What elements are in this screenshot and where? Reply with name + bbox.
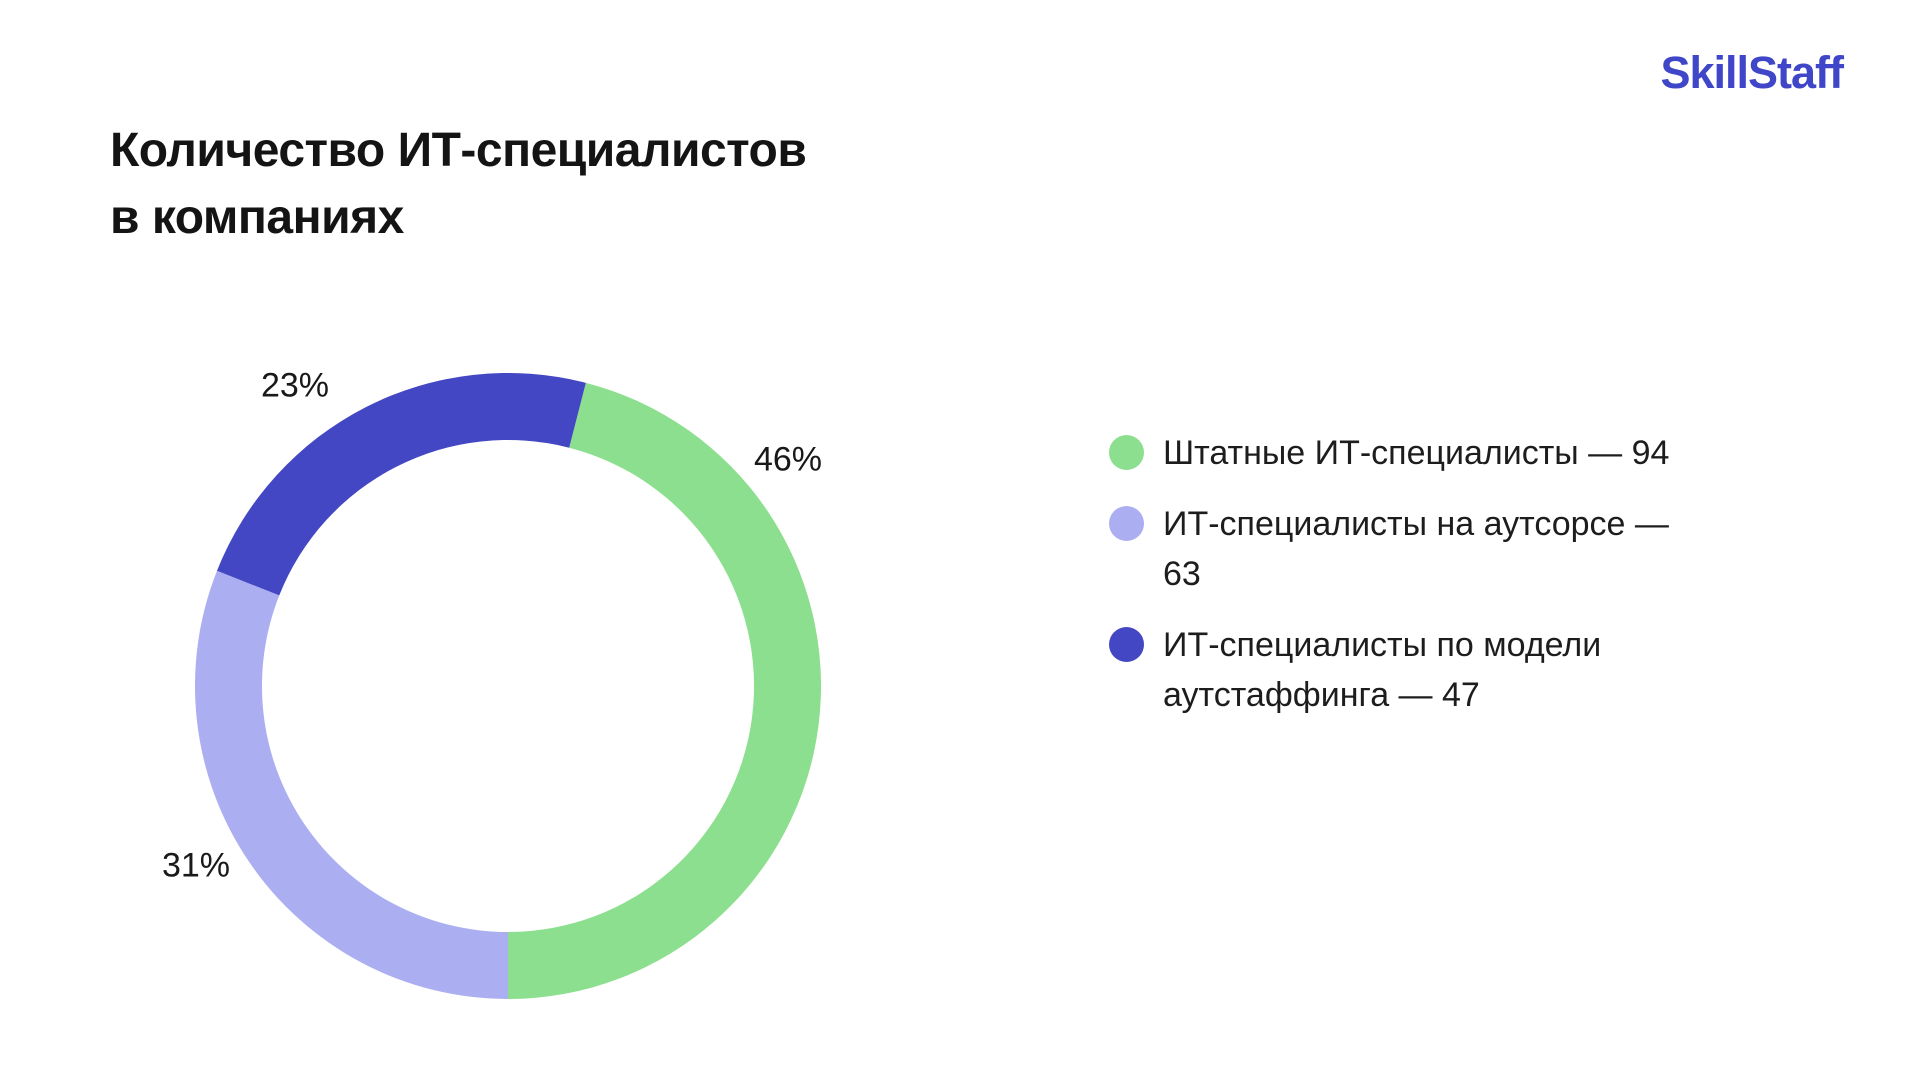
legend-dot-staff-icon [1109,435,1144,470]
legend-label-outstaff: ИТ-специалисты по модели аутстаффинга — … [1163,626,1602,714]
pie-slice [216,372,586,596]
donut-chart [195,372,822,1000]
page-title-line1: Количество ИТ-специалистов [110,124,807,177]
legend-item-outsource: ИТ-специалисты на аутсорсе — 63 [1109,499,1683,599]
legend-item-outstaff: ИТ-специалисты по модели аутстаффинга — … [1109,620,1683,720]
slice-label-staff: 46% [753,440,823,479]
donut-chart-svg [195,372,822,1000]
skillstaff-logo: SkillStaff [1660,47,1844,98]
page-title: Количество ИТ-специалистов в компаниях [110,117,807,251]
slice-label-outstaff: 23% [260,366,330,405]
slice-label-outsource: 31% [161,846,231,885]
pie-slice [195,570,509,999]
legend-item-staff: Штатные ИТ-специалисты — 94 [1109,428,1683,478]
legend-dot-outstaff-icon [1109,627,1144,662]
page-title-line2: в компаниях [110,191,404,244]
legend-dot-outsource-icon [1109,506,1144,541]
chart-legend: Штатные ИТ-специалисты — 94 ИТ-специалис… [1109,428,1683,720]
legend-label-staff: Штатные ИТ-специалисты — 94 [1163,434,1670,472]
pie-slice [508,382,822,1000]
legend-label-outsource: ИТ-специалисты на аутсорсе — 63 [1163,505,1669,593]
